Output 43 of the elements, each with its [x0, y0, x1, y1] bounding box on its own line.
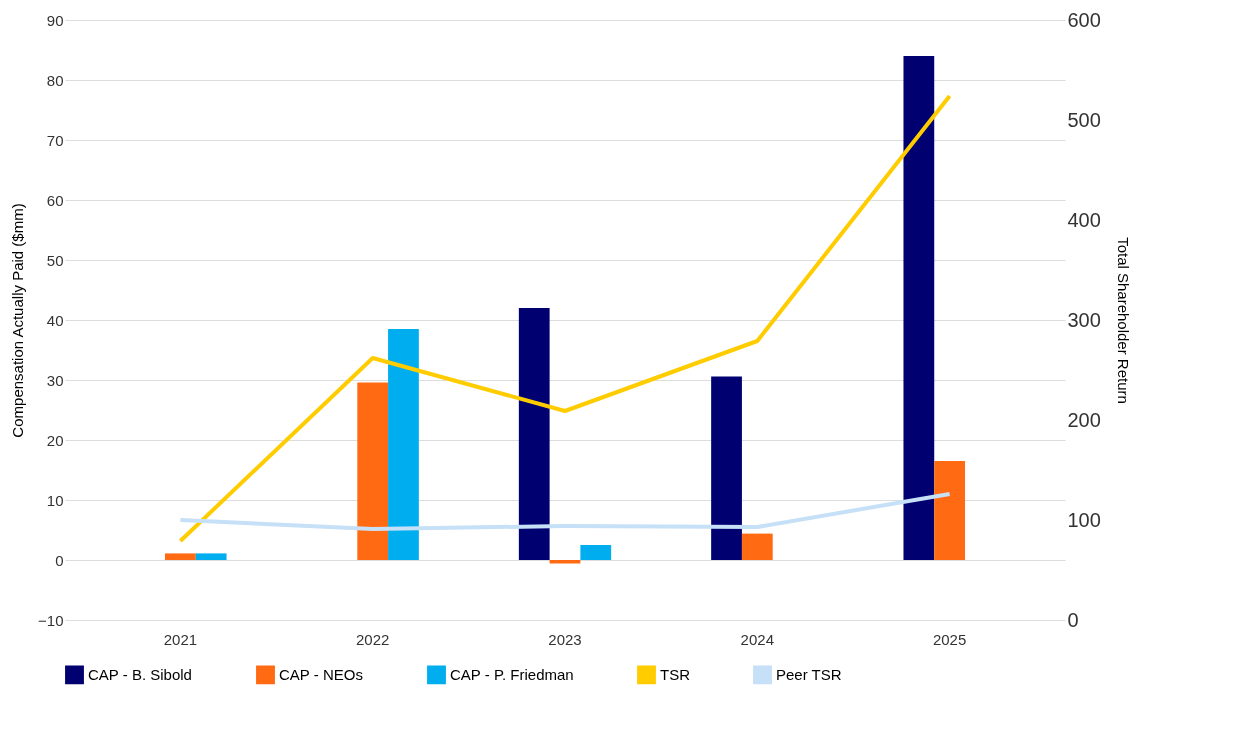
- y-tick-label: 90: [46, 11, 64, 29]
- bar: [357, 382, 389, 560]
- bar: [388, 329, 419, 560]
- line-series: [178, 492, 952, 531]
- y-tick-label: 10: [46, 491, 64, 509]
- y2-tick-label: 500: [1067, 108, 1101, 131]
- legend-label: CAP - P. Friedman: [450, 665, 574, 683]
- y-tick-label: 30: [46, 371, 64, 389]
- legend-label: CAP - NEOs: [279, 665, 363, 683]
- y2-axis-title: Total Shareholder Return: [1114, 237, 1132, 404]
- y-tick-label: 60: [46, 191, 64, 209]
- x-tick-label: 2022: [356, 630, 390, 648]
- bar: [165, 553, 196, 560]
- bar: [741, 533, 773, 560]
- bar: [195, 553, 227, 560]
- y-tick-label: 0: [55, 551, 64, 569]
- x-tick-label: 2024: [740, 630, 774, 648]
- y2-tick-label: 600: [1067, 8, 1101, 31]
- y2-tick-label: 400: [1067, 208, 1101, 231]
- y-tick-label: 20: [46, 431, 64, 449]
- bar: [711, 376, 742, 560]
- y-tick-label: 70: [46, 131, 64, 149]
- y2-tick-label: 100: [1067, 508, 1101, 531]
- y-tick-label: 50: [46, 251, 64, 269]
- y2-tick-label: 0: [1067, 608, 1079, 631]
- y2-tick-label: 200: [1067, 408, 1101, 431]
- x-tick-label: 2023: [548, 630, 582, 648]
- y2-tick-label: 300: [1067, 308, 1101, 331]
- line-series: [178, 94, 952, 543]
- bar: [903, 56, 935, 560]
- y-tick-label: −10: [38, 611, 64, 629]
- bar: [549, 560, 581, 564]
- bar: [580, 545, 612, 560]
- y-axis-title: Compensation Actually Paid ($mm): [9, 203, 27, 438]
- x-tick-label: 2025: [932, 630, 967, 648]
- bar: [518, 308, 550, 560]
- legend-label: CAP - B. Sibold: [88, 665, 192, 683]
- y-tick-label: 80: [46, 71, 64, 89]
- x-tick-label: 2021: [163, 630, 198, 648]
- y-tick-label: 40: [46, 311, 64, 329]
- bar: [934, 461, 965, 560]
- legend-label: TSR: [660, 665, 691, 683]
- legend-label: Peer TSR: [776, 665, 842, 683]
